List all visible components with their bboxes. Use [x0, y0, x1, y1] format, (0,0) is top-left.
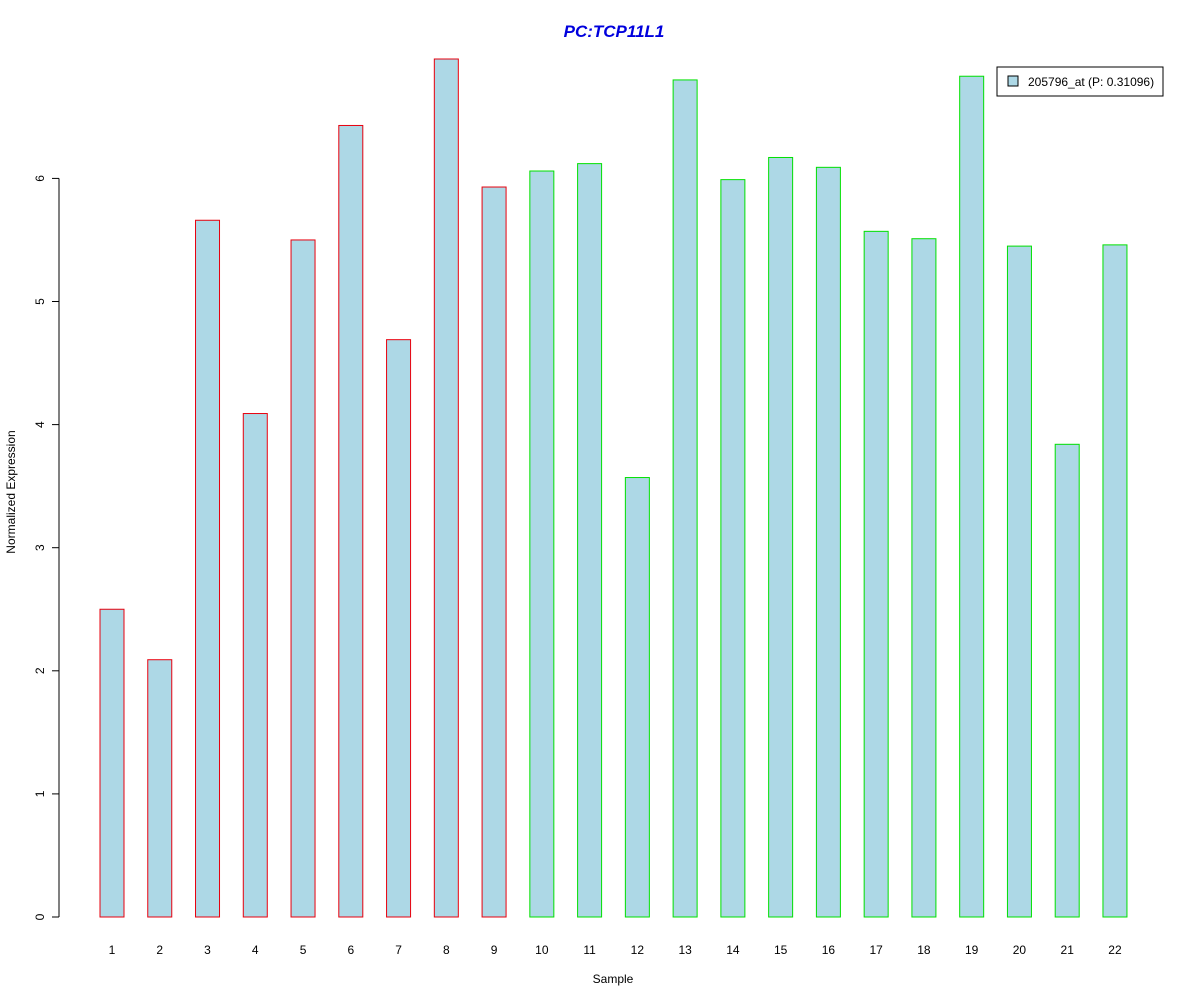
x-tick-labels: 1 2 3 4 5 6 7 8 9 10 11 12 13 14 15 16 17 18 19 20 21 22 [109, 943, 1122, 957]
bar-sample-6 [338, 124, 364, 918]
bar-sample-4 [242, 413, 268, 918]
y-tick-label: 5 [33, 298, 47, 305]
y-tick-label: 6 [33, 175, 47, 182]
bar-sample-1 [99, 608, 125, 918]
x-tick-label: 21 [1061, 943, 1075, 957]
x-tick-label: 22 [1108, 943, 1122, 957]
y-tick-label: 2 [33, 667, 47, 674]
bar-sample-2 [147, 659, 173, 918]
legend-entry: 205796_at (P: 0.31096) [1028, 75, 1154, 89]
x-tick-label: 4 [252, 943, 259, 957]
bar-sample-14 [720, 179, 746, 918]
x-tick-label: 7 [395, 943, 402, 957]
bar-sample-12 [624, 477, 650, 918]
bar-sample-22 [1102, 244, 1128, 918]
x-tick-label: 17 [869, 943, 883, 957]
bar-sample-9 [481, 186, 507, 918]
bar-sample-17 [863, 230, 889, 918]
bar-sample-15 [768, 156, 794, 918]
bar-sample-5 [290, 239, 316, 918]
x-tick-label: 6 [347, 943, 354, 957]
bar-sample-20 [1006, 245, 1032, 918]
chart-title: PC:TCP11L1 [564, 22, 665, 41]
x-tick-label: 14 [726, 943, 740, 957]
bars [99, 58, 1128, 918]
bar-sample-18 [911, 238, 937, 918]
x-tick-label: 15 [774, 943, 788, 957]
bar-sample-10 [529, 170, 555, 918]
y-axis-label: Normalized Expression [4, 430, 18, 553]
bar-sample-11 [577, 163, 603, 918]
x-tick-label: 10 [535, 943, 549, 957]
y-tick-label: 4 [33, 421, 47, 428]
x-tick-label: 12 [631, 943, 645, 957]
legend-swatch [1007, 75, 1019, 87]
x-tick-label: 13 [678, 943, 692, 957]
x-tick-label: 18 [917, 943, 931, 957]
bar-sample-16 [815, 166, 841, 918]
x-axis-label: Sample [593, 972, 634, 986]
x-tick-label: 11 [583, 943, 596, 957]
x-tick-label: 8 [443, 943, 450, 957]
legend: 205796_at (P: 0.31096) [996, 66, 1164, 97]
bar-sample-21 [1054, 443, 1080, 918]
y-tick-label: 0 [33, 913, 47, 920]
x-tick-label: 16 [822, 943, 836, 957]
x-tick-label: 9 [491, 943, 498, 957]
bar-sample-19 [959, 75, 985, 918]
y-tick-label: 1 [33, 790, 47, 797]
x-tick-label: 2 [156, 943, 163, 957]
y-axis: 0 1 2 3 4 5 6 [33, 175, 60, 920]
bar-sample-13 [672, 79, 698, 918]
legend-box [996, 66, 1164, 97]
x-tick-label: 3 [204, 943, 211, 957]
x-tick-label: 5 [300, 943, 307, 957]
x-tick-label: 19 [965, 943, 979, 957]
y-tick-label: 3 [33, 544, 47, 551]
bar-sample-3 [195, 219, 221, 918]
bar-sample-8 [433, 58, 459, 918]
bar-sample-7 [386, 339, 412, 918]
x-tick-label: 1 [109, 943, 116, 957]
x-tick-label: 20 [1013, 943, 1027, 957]
